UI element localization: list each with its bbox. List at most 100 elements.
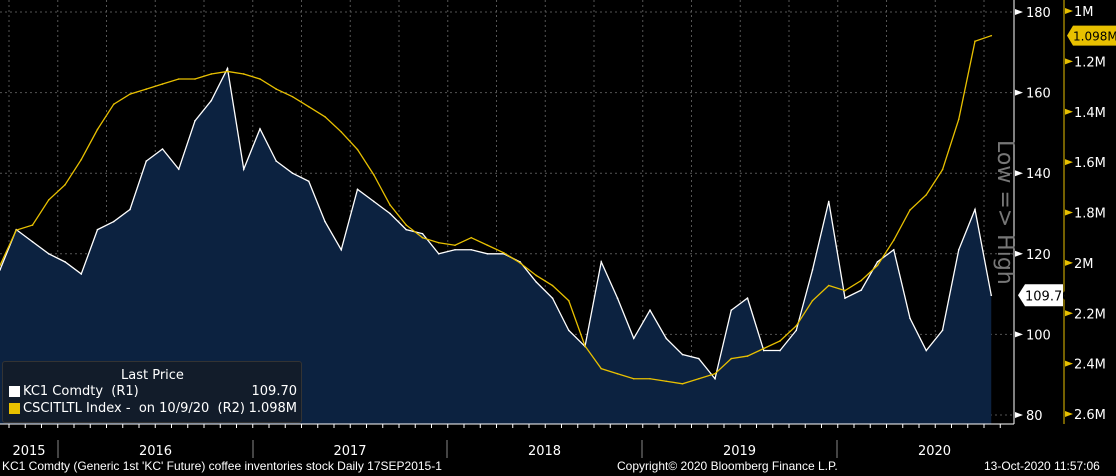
price-point [632,337,635,340]
legend-swatch [9,403,20,414]
x-year-label: 2017 [333,444,366,459]
price-point [389,212,391,215]
inventory-point [372,173,375,176]
inventory-point [535,274,538,277]
price-point [307,180,310,183]
r2-tick-label: 1M [1074,5,1094,20]
inventory-point [64,183,66,186]
price-point [909,317,911,320]
price-point [259,128,261,130]
inventory-point [860,279,863,282]
legend-value: 109.70 [251,384,298,399]
price-point [47,253,50,255]
price-point [372,200,375,203]
price-point [665,337,668,340]
inventory-point [632,377,635,380]
r1-tick-label: 160 [1026,87,1051,102]
r1-tick-marker [1015,9,1023,15]
price-point [177,168,180,170]
legend-label: CSCITLTL Index - on 10/9/20 (R2) [23,401,245,416]
inventory-point [15,229,18,231]
inventory-point [47,199,50,201]
price-area [0,68,992,425]
price-point [567,329,570,332]
r1-tick-marker [1015,250,1023,257]
x-year-label: 2020 [918,444,951,459]
inventory-point [762,347,765,350]
inventory-point [454,244,456,247]
price-point [80,273,83,275]
x-year-label: 2018 [528,444,561,459]
price-point [860,289,863,291]
r1-tick-label: 80 [1026,409,1043,424]
r2-tick-marker [1065,411,1073,417]
inventory-point [941,168,944,171]
price-point [112,220,115,223]
price-point [291,172,294,174]
r2-tick-label: 2M [1074,257,1094,272]
r1-tick-label: 140 [1026,167,1051,182]
price-point [811,269,814,271]
legend-swatch [9,386,20,397]
price-point [714,377,716,380]
price-point [697,357,700,360]
x-year-label: 2016 [139,444,172,459]
inventory-point [421,236,424,239]
legend: Last Price KC1 Comdty (R1) 109.70 CSCITL… [2,361,302,423]
price-point [779,349,781,352]
inventory-point [307,105,310,108]
price-point [681,353,684,356]
price-point [242,168,245,170]
price-point [974,208,976,211]
price-point [31,240,34,243]
price-point [730,309,733,312]
legend-item-cscitltl: CSCITLTL Index - on 10/9/20 (R2) 1.098M [9,401,297,416]
inventory-point [795,325,798,327]
footer-timestamp: 13-Oct-2020 11:57:06 [984,459,1100,473]
r2-tick-label: 2.4M [1074,358,1106,373]
legend-item-kc1: KC1 Comdty (R1) 109.70 [9,384,297,399]
price-point [600,261,603,263]
legend-value: 1.098M [248,401,297,416]
inventory-point [31,224,34,226]
inventory-point [925,194,928,196]
footer-description: KC1 Comdty (Generic 1st 'KC' Future) cof… [2,459,442,473]
price-point [324,220,326,223]
price-point [941,329,944,332]
inventory-point [876,264,879,267]
inventory-point [259,78,261,80]
r1-tick-label: 180 [1026,6,1051,21]
inventory-point [714,372,716,375]
price-point [795,329,798,332]
r1-tick-marker [1015,89,1023,96]
price-point [129,208,131,211]
inventory-point [974,40,976,43]
inventory-point [779,340,781,342]
inventory-point [697,377,700,380]
price-point [454,248,456,251]
r1-tick-marker [1015,170,1023,177]
inventory-point [0,264,1,267]
legend-label: KC1 Comdty (R1) [23,384,139,399]
r2-tick-label: 2.6M [1074,408,1106,423]
inventory-point [291,95,294,98]
inventory-point [80,158,83,161]
inventory-point [96,128,99,131]
inventory-point [129,93,131,95]
inventory-point [567,299,570,302]
price-point [356,188,359,191]
r2-tick-marker [1065,159,1073,166]
inventory-point [210,73,213,75]
last-price-r1: 109.70 [1025,289,1071,304]
inventory-point [584,345,586,347]
last-price-r2: 1.098M [1073,30,1116,44]
price-point [746,297,749,299]
price-point [96,228,99,231]
inventory-point [437,241,440,244]
price-point [64,261,66,263]
r2-tick-marker [1065,360,1073,367]
inventory-point [665,380,668,383]
last-price-tag-r2 [1067,25,1116,46]
r2-tick-label: 1.4M [1074,106,1106,121]
price-point [0,269,1,271]
